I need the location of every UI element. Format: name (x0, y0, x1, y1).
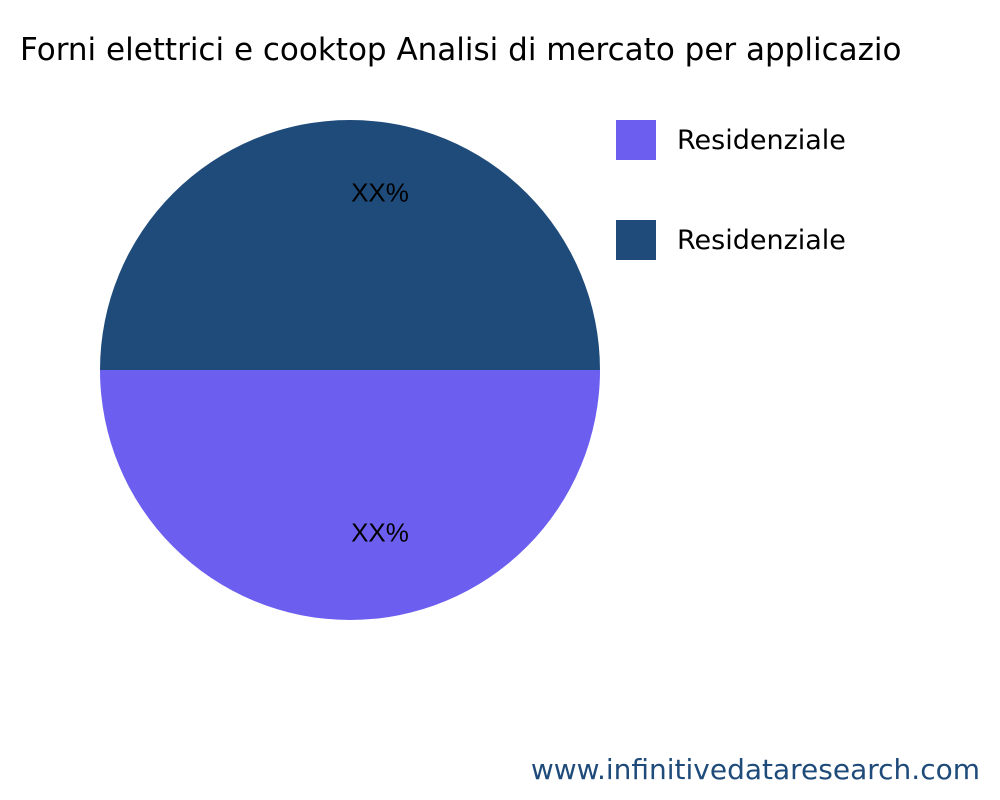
legend-label: Residenziale (677, 225, 846, 256)
pie: XX% XX% (100, 120, 600, 620)
legend-swatch (616, 120, 656, 160)
legend-item[interactable]: Residenziale (616, 120, 846, 160)
footer-url[interactable]: www.infinitivedataresearch.com (531, 753, 980, 786)
legend-item[interactable]: Residenziale (616, 220, 846, 260)
slice-label: XX% (351, 178, 409, 208)
legend-swatch (616, 220, 656, 260)
legend-label: Residenziale (677, 125, 846, 156)
slice-label: XX% (351, 518, 409, 548)
pie-slice[interactable] (100, 120, 600, 370)
pie-slice[interactable] (100, 370, 600, 620)
chart-title: Forni elettrici e cooktop Analisi di mer… (20, 32, 901, 68)
